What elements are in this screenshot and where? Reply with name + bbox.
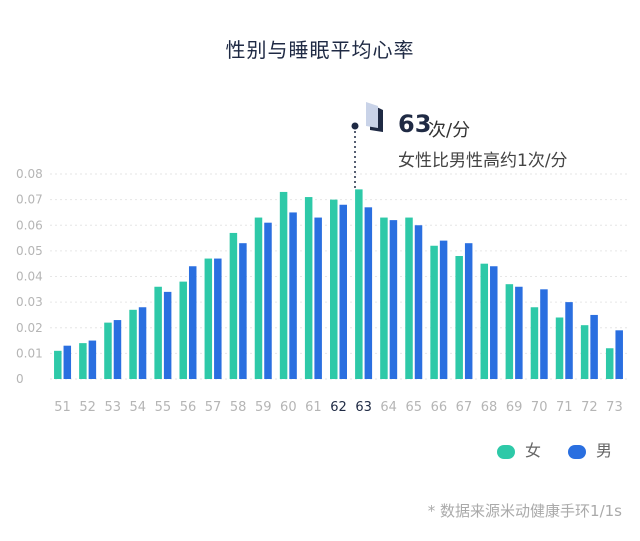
bar-male [364, 207, 373, 379]
bar-female [154, 286, 162, 379]
x-tick-label: 72 [581, 400, 598, 415]
x-tick-label: 52 [79, 400, 96, 415]
callout-unit: 次/分 [428, 120, 471, 141]
bars [54, 189, 623, 379]
bar-female [605, 348, 614, 379]
bar-male [339, 204, 347, 379]
bar-male [464, 243, 473, 379]
y-tick-label: 0.01 [16, 346, 43, 360]
x-tick-label: 51 [54, 400, 71, 415]
x-tick-label: 70 [531, 400, 548, 415]
x-tick-label: 68 [481, 400, 498, 415]
y-tick-label: 0 [16, 372, 24, 386]
x-tick-label: 71 [556, 400, 573, 415]
x-tick-label: 69 [506, 400, 523, 415]
bar-female [54, 350, 62, 379]
x-axis-ticks: 51 52 53 54 55 56 57 58 59 60 61 62 63 64 65 66 67 68 69 70… [54, 400, 622, 415]
male-swatch-icon [568, 444, 586, 459]
legend-label-male: 男 [596, 441, 613, 460]
x-tick-label: 63 [355, 400, 372, 415]
bar-male [540, 289, 548, 379]
callout-marker [351, 102, 383, 188]
y-axis-ticks: 0 0.01 0.02 0.03 0.04 0.05 0.06 0.07 0.08 [16, 167, 43, 386]
bar-male [439, 240, 448, 379]
bar-female [530, 307, 539, 379]
flag-icon-highlight [366, 102, 378, 128]
bar-female [430, 245, 438, 379]
x-tick-label: 65 [405, 400, 422, 415]
x-tick-label: 60 [280, 400, 297, 415]
y-tick-label: 0.07 [16, 193, 43, 207]
bar-female [254, 217, 263, 379]
bar-female [580, 325, 589, 379]
bar-female [555, 317, 564, 379]
x-tick-label: 55 [155, 400, 172, 415]
bar-female [104, 322, 112, 379]
callout-value: 63 [398, 110, 432, 138]
x-tick-label: 53 [104, 400, 121, 415]
bar-male [138, 307, 147, 379]
legend-item-male: 男 [568, 437, 612, 461]
x-tick-label: 67 [456, 400, 473, 415]
bar-male [188, 266, 197, 379]
x-tick-label: 56 [180, 400, 197, 415]
chart-title: 性别与睡眠平均心率 [225, 38, 415, 62]
bar-male [314, 217, 322, 379]
callout-note: 女性比男性高约1次/分 [398, 151, 568, 171]
x-tick-label: 59 [255, 400, 272, 415]
bar-male [63, 345, 72, 379]
y-tick-label: 0.04 [16, 270, 43, 284]
bar-male [264, 222, 272, 379]
bar-male [289, 212, 297, 379]
x-tick-label: 62 [330, 400, 347, 415]
bar-male [163, 291, 172, 379]
legend-item-female: 女 [497, 437, 541, 461]
bar-male [490, 266, 498, 379]
bar-male [565, 302, 573, 379]
bar-female [405, 217, 413, 379]
bar-female [355, 189, 363, 379]
bar-female [304, 197, 313, 379]
bar-male [590, 314, 598, 379]
bar-female [330, 199, 338, 379]
bar-female [129, 309, 137, 379]
x-tick-label: 73 [606, 400, 623, 415]
bar-female [179, 281, 187, 379]
x-tick-label: 61 [305, 400, 322, 415]
legend-label-female: 女 [525, 441, 542, 460]
y-tick-label: 0.02 [16, 321, 43, 335]
bar-female [480, 263, 489, 379]
x-tick-label: 64 [380, 400, 397, 415]
y-tick-label: 0.03 [16, 295, 43, 309]
bar-male [214, 258, 222, 379]
bar-female [279, 191, 288, 379]
x-tick-label: 58 [230, 400, 247, 415]
bar-male [414, 225, 423, 379]
bar-male [113, 320, 122, 379]
bar-female [229, 232, 238, 379]
bar-female [455, 256, 463, 379]
x-tick-label: 54 [130, 400, 147, 415]
y-tick-label: 0.08 [16, 167, 43, 181]
female-swatch-icon [497, 444, 515, 459]
bar-male [239, 243, 247, 379]
x-tick-label: 57 [205, 400, 222, 415]
bar-male [88, 340, 97, 379]
bar-male [615, 330, 623, 379]
y-tick-label: 0.06 [16, 218, 43, 232]
x-tick-label: 66 [431, 400, 448, 415]
bar-female [505, 284, 514, 379]
bar-female [204, 258, 213, 379]
bar-male [389, 220, 398, 379]
y-tick-label: 0.05 [16, 244, 43, 258]
bar-female [380, 217, 388, 379]
bar-male [515, 286, 523, 379]
footnote: * 数据来源米动健康手环1/1s [427, 502, 622, 520]
bar-female [79, 343, 87, 379]
